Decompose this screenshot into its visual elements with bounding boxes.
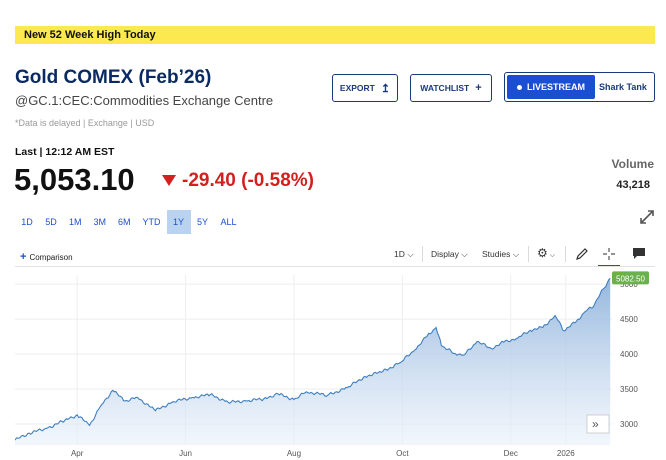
range-6m[interactable]: 6M: [118, 217, 131, 227]
volume-value: 43,218: [616, 179, 650, 191]
volume-label: Volume: [611, 157, 654, 171]
range-1m[interactable]: 1M: [69, 217, 82, 227]
display-dropdown[interactable]: Display ⌵: [431, 249, 468, 260]
range-all[interactable]: ALL: [220, 217, 237, 227]
last-timestamp: Last | 12:12 AM EST: [15, 146, 115, 158]
price-tag-bg: [612, 271, 649, 285]
price-chart[interactable]: Apr Jun Aug Oct Dec 2026 3000 3500 4000 4500 5000…: [15, 267, 655, 460]
range-1d[interactable]: 1D: [21, 217, 33, 227]
price-line: [15, 277, 611, 441]
x-tick-label: Jun: [179, 449, 192, 458]
draw-pencil-icon[interactable]: [575, 247, 589, 261]
chevron-down-icon: ⌵: [512, 249, 520, 259]
new-high-banner: New 52 Week High Today: [15, 26, 655, 44]
interval-label: 1D: [394, 249, 405, 259]
comment-icon[interactable]: [632, 247, 646, 260]
watchlist-button[interactable]: WATCHLIST +: [410, 74, 492, 102]
studies-label: Studies: [482, 249, 511, 259]
toolbar-divider: [528, 246, 529, 262]
expand-icon[interactable]: [639, 209, 655, 225]
y-tick-label: 3500: [620, 385, 638, 394]
livestream-button[interactable]: LIVESTREAM: [507, 75, 595, 99]
livestream-widget[interactable]: LIVESTREAM Shark Tank: [504, 72, 655, 102]
page-title: Gold COMEX (Feb’26): [15, 67, 212, 88]
last-price-tag: 5082.50: [612, 271, 649, 285]
export-label: EXPORT: [339, 83, 375, 93]
last-price: 5,053.10: [14, 162, 135, 197]
y-tick-label: 3000: [620, 420, 638, 429]
watchlist-label: WATCHLIST: [420, 83, 470, 93]
display-label: Display: [431, 249, 459, 259]
double-chevron-right-icon: »: [592, 417, 599, 431]
toolbar-divider-line: [15, 266, 655, 267]
livestream-show[interactable]: Shark Tank: [599, 82, 647, 92]
range-1y[interactable]: 1Y: [166, 210, 191, 234]
interval-dropdown[interactable]: 1D ⌵: [394, 249, 414, 260]
price-change: -29.40 (-0.58%): [182, 170, 315, 191]
x-tick-label: Oct: [396, 449, 409, 458]
data-note: *Data is delayed | Exchange | USD: [15, 118, 155, 128]
toolbar-divider: [565, 246, 566, 262]
price-area: [15, 278, 611, 445]
y-tick-label: 5000: [620, 280, 638, 289]
down-arrow-icon: [162, 175, 176, 186]
plus-icon: +: [475, 82, 482, 94]
x-tick-label: 2026: [557, 449, 575, 458]
livestream-label: LIVESTREAM: [526, 82, 585, 92]
export-icon: ↥: [380, 82, 391, 95]
live-dot-icon: [516, 84, 522, 90]
range-selector: 1D 5D 1M 3M 6M YTD 1Y 5Y ALL: [15, 210, 243, 234]
range-3m[interactable]: 3M: [93, 217, 107, 227]
comparison-button[interactable]: + Comparison: [20, 251, 73, 263]
export-button[interactable]: EXPORT ↥: [332, 74, 398, 102]
toolbar-divider: [422, 246, 423, 262]
x-tick-label: Apr: [71, 449, 84, 458]
chevron-down-icon: ⌵: [461, 249, 468, 259]
gear-icon[interactable]: ⚙ ⌵: [537, 246, 556, 260]
y-tick-label: 4500: [620, 315, 638, 324]
scroll-right-button[interactable]: »: [586, 414, 610, 434]
range-5d[interactable]: 5D: [45, 217, 57, 227]
x-tick-label: Dec: [504, 449, 518, 458]
range-5y[interactable]: 5Y: [197, 217, 209, 227]
comparison-label: Comparison: [29, 253, 73, 262]
chevron-down-icon: ⌵: [407, 249, 414, 259]
studies-dropdown[interactable]: Studies ⌵: [482, 249, 519, 260]
plus-icon: +: [20, 251, 27, 263]
symbol-subtitle: @GC.1:CEC:Commodities Exchange Centre: [15, 93, 274, 108]
crosshair-icon[interactable]: [601, 246, 617, 262]
price-tag-text: 5082.50: [616, 274, 645, 283]
y-tick-label: 4000: [620, 350, 638, 359]
banner-text: New 52 Week High Today: [24, 29, 156, 41]
x-tick-label: Aug: [287, 449, 301, 458]
range-ytd[interactable]: YTD: [142, 217, 161, 227]
